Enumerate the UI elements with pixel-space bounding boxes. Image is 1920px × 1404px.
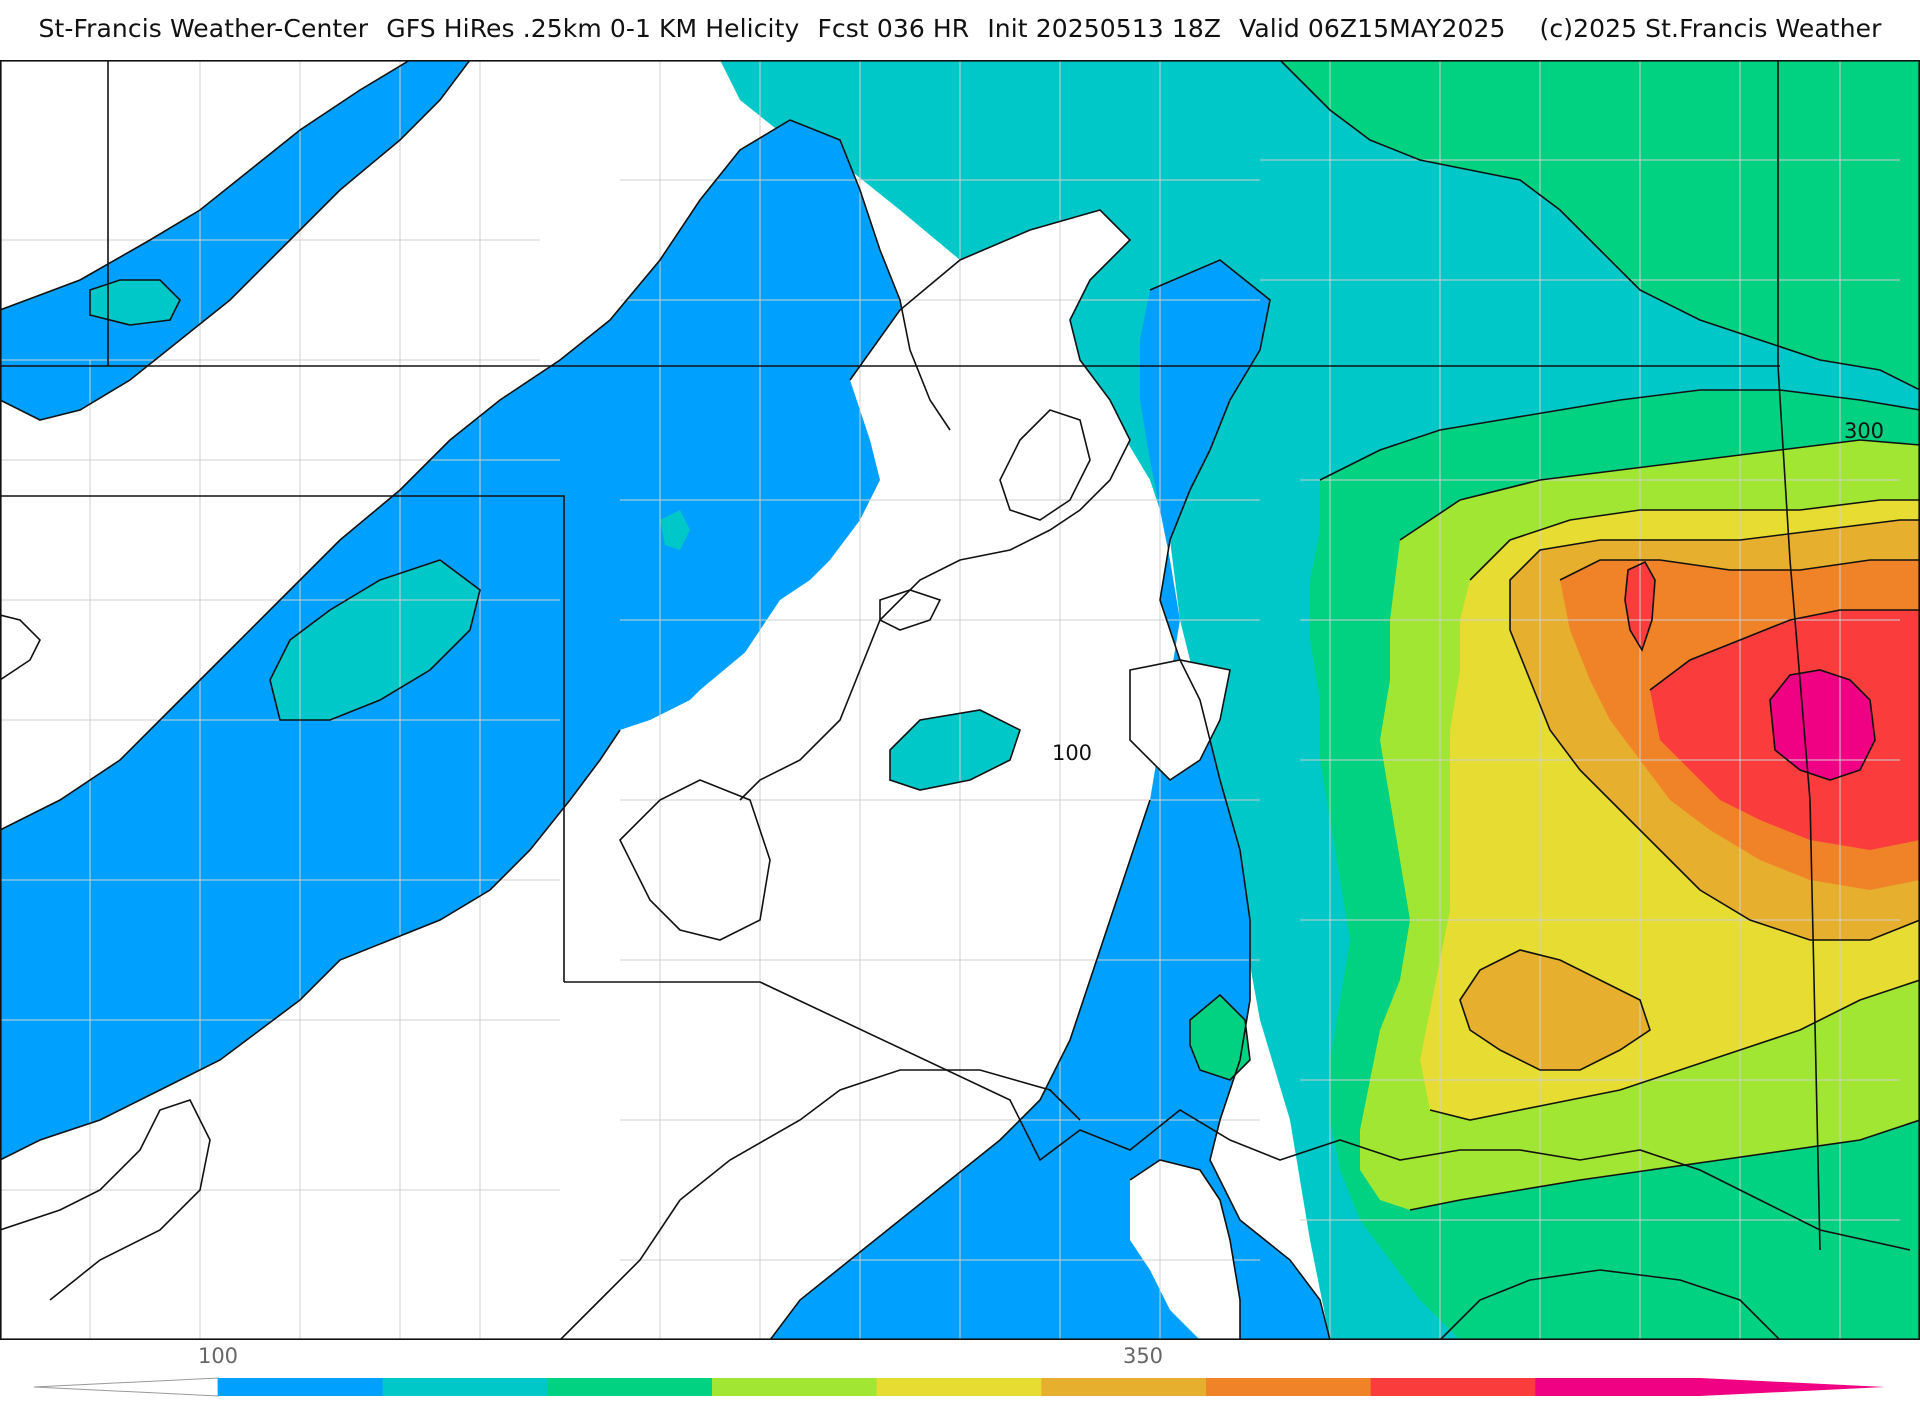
field-blue-central-band bbox=[0, 120, 950, 1160]
title-model-field: GFS HiRes .25km 0-1 KM Helicity bbox=[386, 14, 800, 43]
helicity-contours bbox=[0, 60, 1920, 1340]
county-lines bbox=[0, 60, 1900, 1340]
colorbar-segment bbox=[382, 1378, 548, 1396]
colorbar-segment bbox=[712, 1378, 878, 1396]
field-magenta bbox=[1770, 670, 1875, 780]
colorbar-high-arrow bbox=[1700, 1378, 1885, 1396]
colorbar bbox=[0, 1374, 1920, 1400]
colorbar-segment bbox=[1535, 1378, 1701, 1396]
contour-label-300: 300 bbox=[1844, 419, 1884, 443]
colorbar-segments bbox=[218, 1378, 1701, 1396]
field-green-island-south bbox=[1190, 995, 1250, 1080]
helicity-map: 100 300 bbox=[0, 60, 1920, 1340]
contour-label-100: 100 bbox=[1052, 741, 1092, 765]
colorbar-tick-label: 350 bbox=[1122, 1344, 1164, 1368]
helicity-map-svg: 100 300 bbox=[0, 60, 1920, 1340]
title-valid-time: Valid 06Z15MAY2025 bbox=[1239, 14, 1506, 43]
map-title: St-Francis Weather-Center GFS HiRes .25k… bbox=[0, 14, 1920, 43]
colorbar-svg bbox=[33, 1377, 1885, 1397]
field-gold-south bbox=[1460, 950, 1650, 1070]
field-white-south-pocket bbox=[1130, 1160, 1240, 1340]
title-source: St-Francis Weather-Center bbox=[38, 14, 369, 43]
colorbar-segment bbox=[547, 1378, 713, 1396]
field-blue-south bbox=[770, 260, 1330, 1340]
title-forecast-hour: Fcst 036 HR bbox=[817, 14, 970, 43]
colorbar-segment bbox=[218, 1378, 384, 1396]
colorbar-segment bbox=[876, 1378, 1042, 1396]
map-border bbox=[0, 60, 1920, 1340]
colorbar-segment bbox=[1206, 1378, 1372, 1396]
colorbar-segment bbox=[1041, 1378, 1207, 1396]
field-teal-island-nw bbox=[90, 280, 180, 325]
field-white-central bbox=[660, 210, 1130, 800]
colorbar-tick-label: 100 bbox=[197, 1344, 239, 1368]
field-teal-island-small bbox=[660, 510, 690, 550]
title-copyright: (c)2025 St.Francis Weather bbox=[1539, 14, 1882, 43]
field-teal-island-center bbox=[890, 710, 1020, 790]
state-borders bbox=[0, 60, 1911, 1251]
colorbar-segment bbox=[1370, 1378, 1536, 1396]
colorbar-low-arrow bbox=[33, 1377, 219, 1397]
title-init-time: Init 20250513 18Z bbox=[987, 14, 1222, 43]
